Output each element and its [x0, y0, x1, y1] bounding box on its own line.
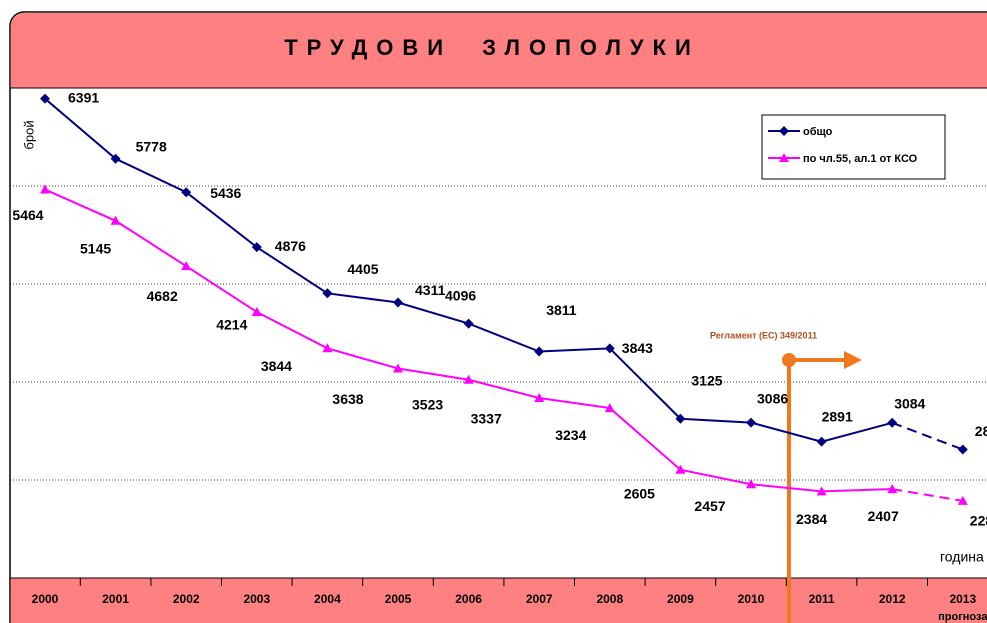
- data-label: 2407: [868, 508, 899, 524]
- marker: [957, 444, 968, 455]
- data-label: 4311: [415, 282, 446, 298]
- data-label: 4682: [147, 288, 178, 304]
- forecast-label: прогноза: [938, 611, 987, 623]
- marker: [675, 413, 686, 424]
- marker: [40, 184, 50, 194]
- data-label: 5145: [80, 240, 111, 256]
- data-label: 4214: [216, 317, 247, 333]
- marker: [604, 343, 615, 354]
- chart-title: ТРУДОВИ ЗЛОПОЛУКИ: [284, 35, 700, 60]
- x-tick-label: 2009: [667, 592, 694, 606]
- marker: [534, 392, 545, 402]
- marker: [322, 288, 333, 299]
- legend-label: по чл.55, ал.1 от КСО: [803, 153, 918, 165]
- data-label: 2811: [975, 423, 987, 439]
- data-label: 3086: [757, 390, 788, 406]
- data-label: 5778: [136, 138, 167, 154]
- marker: [251, 307, 262, 317]
- marker: [393, 297, 403, 308]
- data-label: 5436: [210, 185, 241, 201]
- y-axis-label: брой: [21, 120, 36, 149]
- data-label: 4096: [445, 287, 476, 303]
- data-label: 3523: [412, 396, 443, 412]
- x-tick-label: 2012: [879, 592, 906, 606]
- x-tick-label: 2003: [243, 592, 270, 606]
- x-tick-label: 2007: [526, 592, 553, 606]
- marker: [746, 479, 756, 489]
- forecast-line: [892, 488, 963, 502]
- marker: [887, 484, 898, 494]
- marker: [110, 215, 121, 225]
- x-tick-label: 2005: [385, 592, 412, 606]
- x-axis-label: година: [940, 549, 984, 565]
- marker: [816, 436, 827, 447]
- marker: [110, 153, 121, 164]
- x-tick-label: 2004: [314, 592, 341, 606]
- x-tick-label: 2000: [32, 592, 59, 606]
- x-tick-label: 2013: [949, 592, 976, 606]
- annotation-arrowhead: [844, 351, 862, 369]
- marker: [534, 346, 545, 357]
- marker: [463, 374, 474, 384]
- marker: [393, 363, 403, 373]
- annotation: Регламент (ЕС) 349/2011: [710, 330, 817, 340]
- data-label: 5464: [12, 207, 43, 223]
- marker: [675, 464, 686, 474]
- legend-marker: [779, 153, 789, 162]
- x-tick-label: 2008: [596, 592, 623, 606]
- marker: [463, 318, 474, 329]
- data-label: 3843: [622, 340, 653, 356]
- x-tick-label: 2010: [738, 592, 765, 606]
- data-label: 2891: [822, 408, 853, 424]
- legend-label: общо: [803, 126, 833, 138]
- marker: [251, 242, 262, 253]
- marker: [746, 417, 756, 428]
- data-label: 3844: [261, 358, 292, 374]
- data-label: 6391: [68, 89, 99, 105]
- marker: [322, 343, 333, 353]
- data-label: 2605: [624, 485, 655, 501]
- forecast-line: [891, 421, 964, 451]
- marker: [181, 187, 192, 198]
- data-label: 2287: [970, 513, 987, 529]
- data-label: 4876: [275, 238, 306, 254]
- data-label: 3638: [332, 391, 363, 407]
- footer-band: [10, 578, 987, 623]
- legend-marker: [779, 126, 789, 136]
- header-band: [10, 12, 987, 88]
- marker: [604, 403, 615, 413]
- x-tick-label: 2006: [455, 592, 482, 606]
- marker: [887, 417, 898, 428]
- frame: [9, 11, 987, 623]
- marker: [40, 93, 50, 104]
- x-tick-label: 2001: [102, 592, 129, 606]
- data-label: 3125: [691, 372, 722, 388]
- marker: [181, 261, 192, 271]
- data-label: 2384: [796, 511, 827, 527]
- legend-box: [761, 114, 946, 180]
- data-label: 3084: [894, 395, 925, 411]
- marker: [957, 495, 968, 505]
- x-tick-label: 2002: [173, 592, 200, 606]
- data-label: 3234: [555, 427, 586, 443]
- data-label: 3337: [471, 411, 502, 427]
- data-label: 3811: [546, 302, 577, 318]
- marker: [816, 486, 827, 496]
- x-tick-label: 2011: [809, 592, 835, 606]
- data-label: 4405: [347, 261, 378, 277]
- data-label: 2457: [694, 498, 725, 514]
